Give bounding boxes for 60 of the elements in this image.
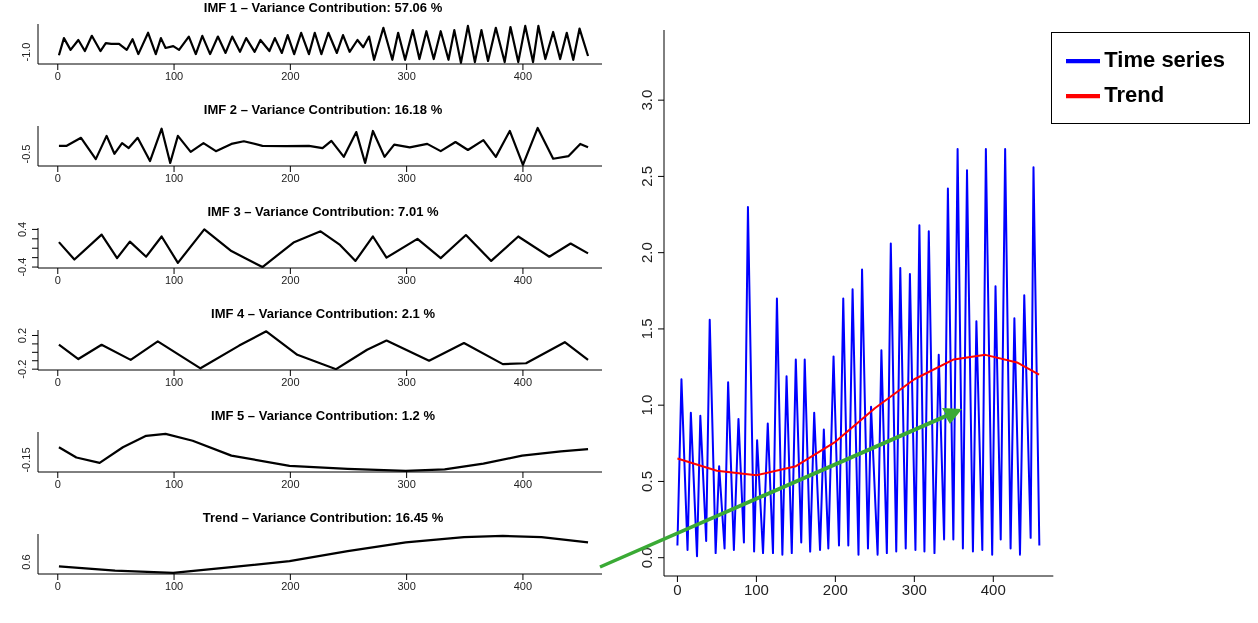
x-tick-label: 100 xyxy=(164,171,184,184)
x-tick-label: 100 xyxy=(164,375,184,388)
x-tick-label: 300 xyxy=(397,171,416,184)
y-tick-label: 2.5 xyxy=(638,165,655,187)
x-tick-label: 300 xyxy=(397,69,416,82)
x-tick-label: 200 xyxy=(281,579,300,592)
x-tick-label: 300 xyxy=(397,375,416,388)
chart-title: IMF 1 – Variance Contribution: 57.06 % xyxy=(202,0,444,16)
y-tick-label: -0.4 xyxy=(16,257,28,277)
text: -0.5 xyxy=(20,144,32,164)
x-tick-label: 200 xyxy=(822,580,848,598)
x-tick-label: 200 xyxy=(281,477,300,490)
x-tick-label: 200 xyxy=(281,171,300,184)
x-tick-label: 200 xyxy=(281,273,300,286)
x-tick-label: 0 xyxy=(673,580,682,598)
x-tick-label: 100 xyxy=(743,580,769,598)
x-tick-label: 100 xyxy=(164,477,184,490)
chart-title: IMF 2 – Variance Contribution: 16.18 % xyxy=(202,102,444,118)
y-tick-label: 3.0 xyxy=(638,89,655,111)
x-tick-label: 0 xyxy=(54,375,61,388)
x-tick-label: 400 xyxy=(980,580,1006,598)
x-tick-label: 100 xyxy=(164,273,184,286)
x-tick-label: 0 xyxy=(54,579,61,592)
x-tick-label: 0 xyxy=(54,171,61,184)
x-tick-label: 400 xyxy=(513,579,533,592)
chart-title: IMF 3 – Variance Contribution: 7.01 % xyxy=(206,204,440,220)
y-tick-label: 0.4 xyxy=(16,221,28,238)
x-tick-label: 400 xyxy=(513,273,533,286)
x-tick-label: 0 xyxy=(54,273,61,286)
text: -0.15 xyxy=(20,447,32,473)
y-tick-label: 0.2 xyxy=(16,327,28,344)
x-tick-label: 0 xyxy=(54,477,61,490)
y-tick-label: 2.0 xyxy=(638,242,655,264)
text: -1.0 xyxy=(20,42,32,62)
chart-title: IMF 5 – Variance Contribution: 1.2 % xyxy=(210,408,436,424)
y-tick-label: 1.5 xyxy=(638,318,655,340)
x-tick-label: 300 xyxy=(397,579,416,592)
x-tick-label: 300 xyxy=(397,273,416,286)
x-tick-label: 400 xyxy=(513,171,533,184)
y-tick-label: -0.2 xyxy=(16,359,28,379)
x-tick-label: 400 xyxy=(513,69,533,82)
chart-title: IMF 4 – Variance Contribution: 2.1 % xyxy=(210,306,436,322)
x-tick-label: 200 xyxy=(281,69,300,82)
x-tick-label: 100 xyxy=(164,69,184,82)
x-tick-label: 100 xyxy=(164,579,184,592)
line-series xyxy=(676,353,1041,477)
x-tick-label: 200 xyxy=(281,375,300,388)
x-tick-label: 400 xyxy=(513,375,533,388)
x-tick-label: 300 xyxy=(397,477,416,490)
y-tick-label: 0.5 xyxy=(638,471,655,492)
x-tick-label: 400 xyxy=(513,477,533,490)
y-tick-label: 1.0 xyxy=(638,394,655,416)
chart-title: Trend – Variance Contribution: 16.45 % xyxy=(201,510,445,526)
x-tick-label: 300 xyxy=(901,580,927,598)
legend-label: Trend xyxy=(1104,82,1165,108)
text: 0.6 xyxy=(20,554,32,570)
line-series xyxy=(676,147,1041,558)
x-tick-label: 0 xyxy=(54,69,61,82)
y-tick-label: 0.0 xyxy=(638,547,655,569)
legend-label: Time series xyxy=(1104,47,1225,72)
